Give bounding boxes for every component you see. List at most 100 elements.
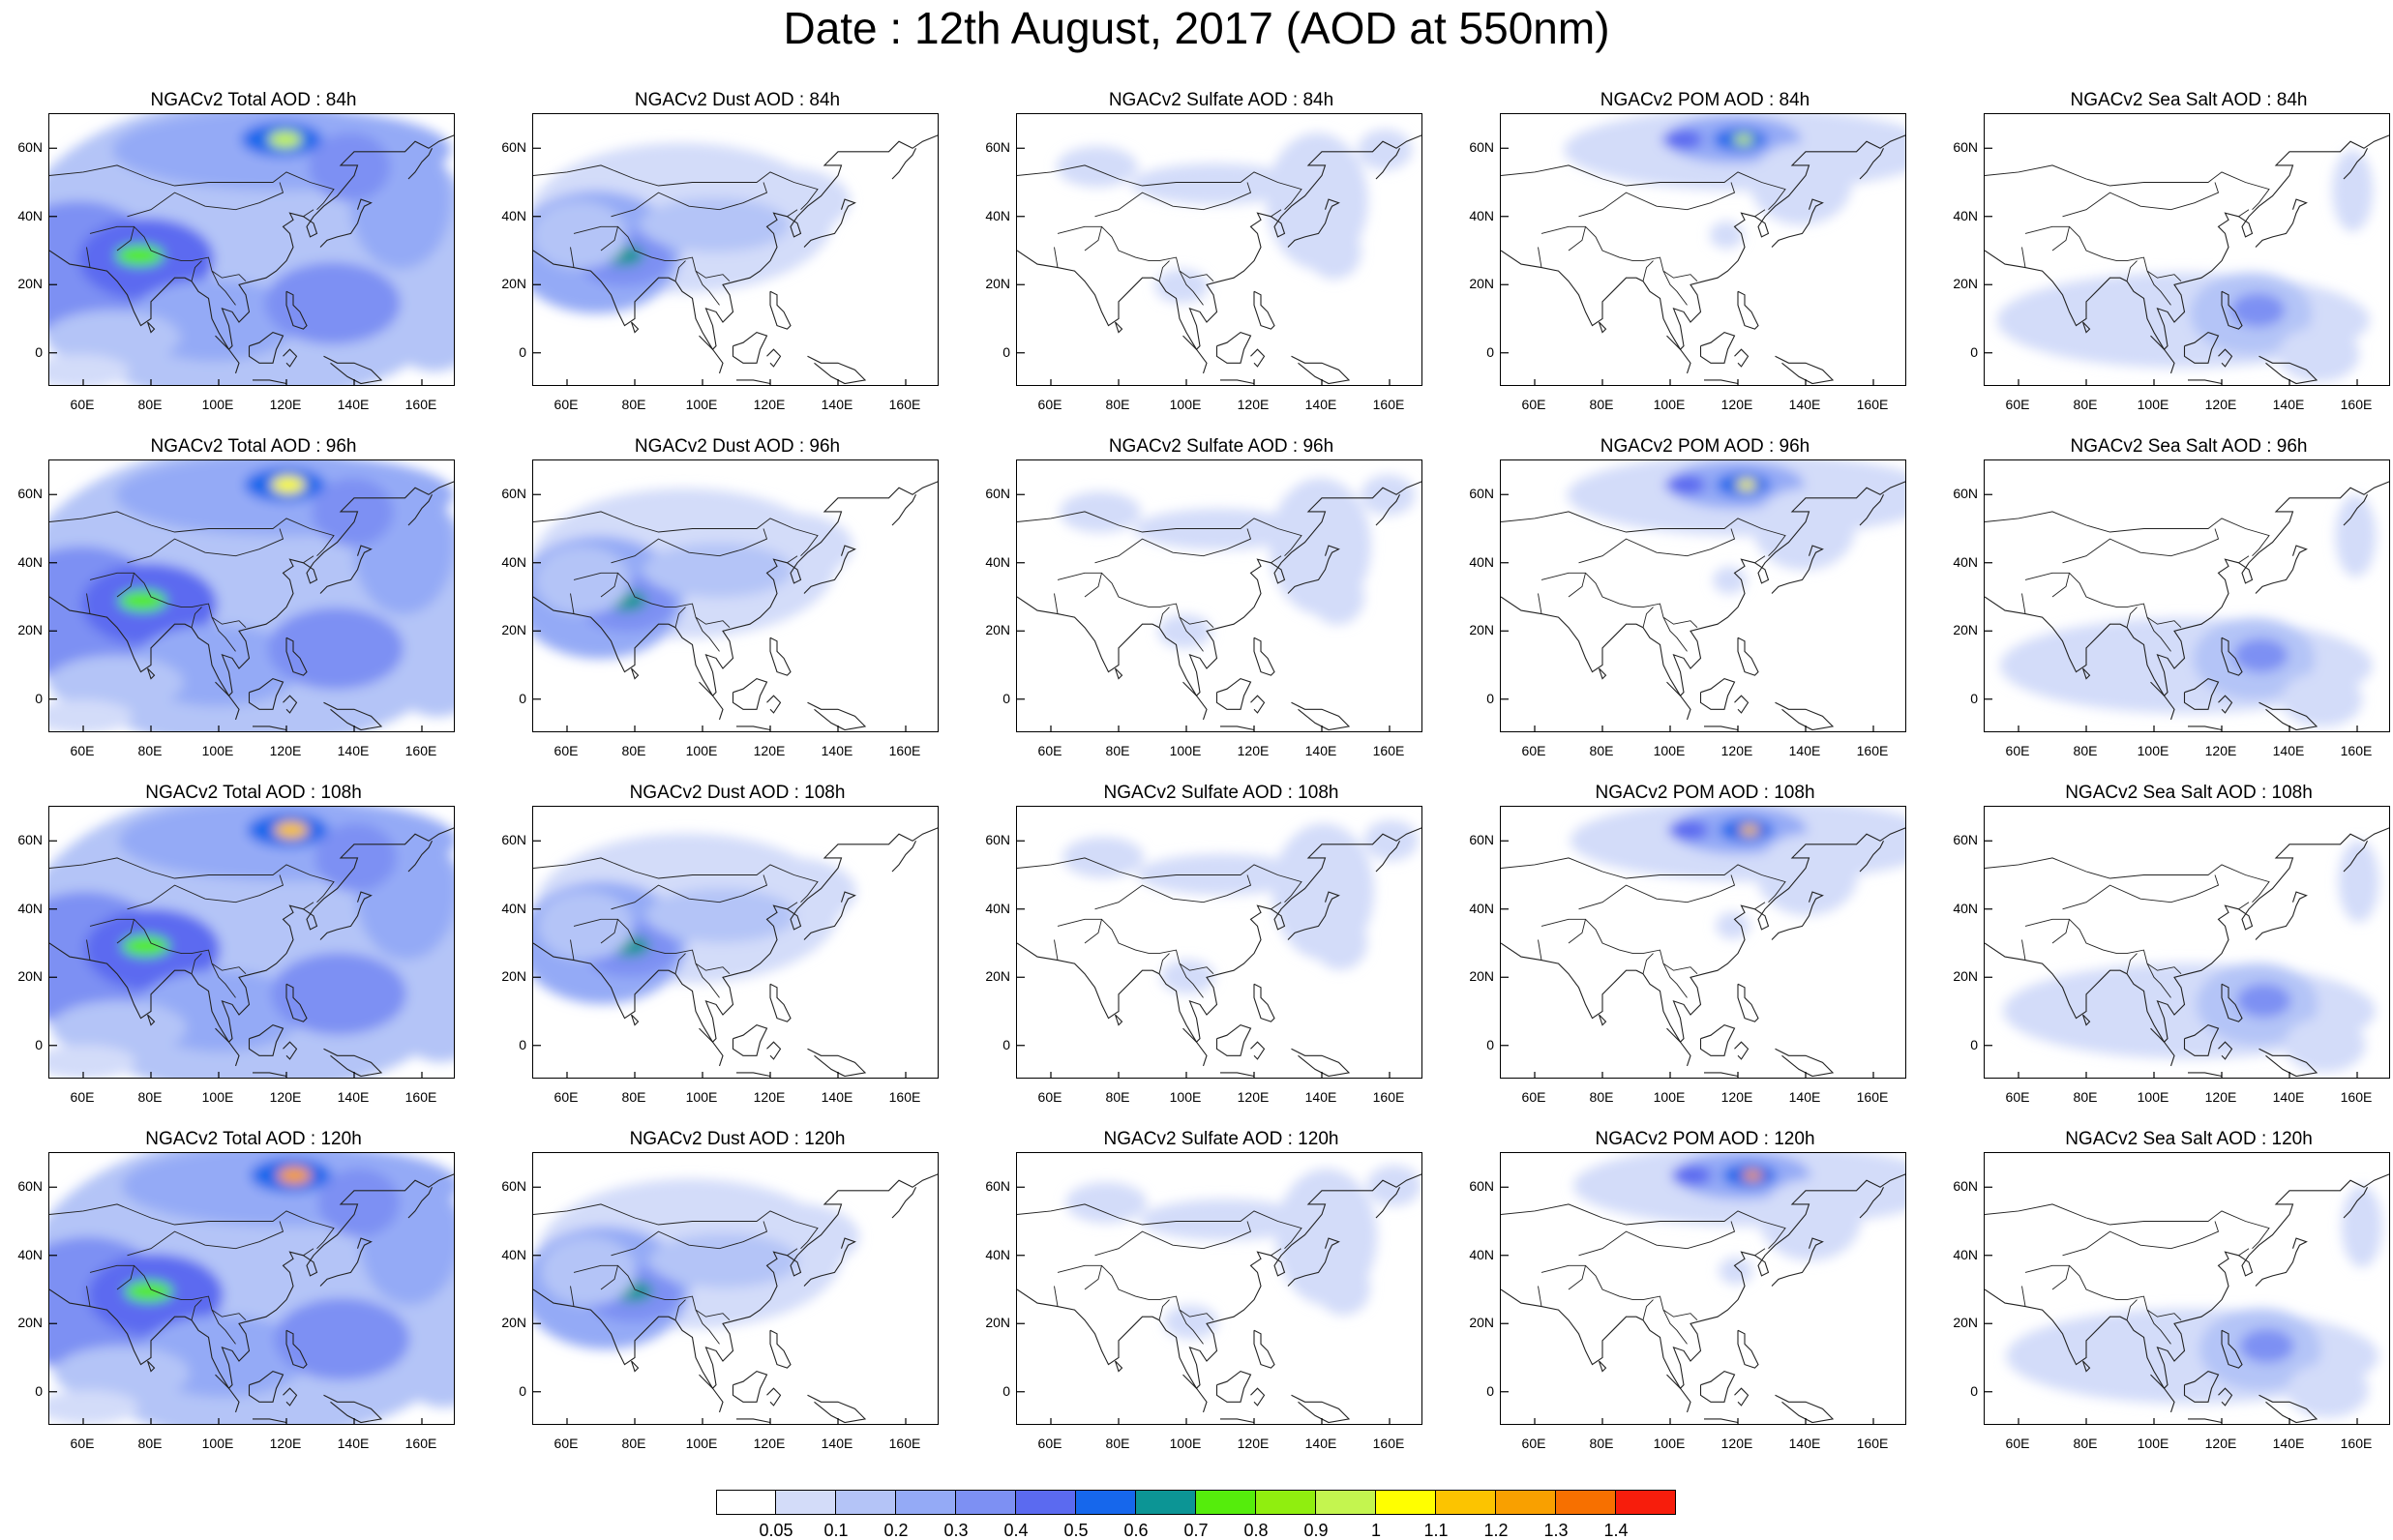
lon-tick-label: 80E [621, 1436, 646, 1451]
coastline [215, 1027, 240, 1067]
coastline [2146, 616, 2171, 652]
aod-blob [264, 262, 401, 344]
dust-aod-field [533, 1173, 938, 1424]
aod-blob [122, 935, 170, 957]
coastline [1734, 1041, 1750, 1060]
coastline [2255, 1237, 2308, 1287]
aod-blob [400, 993, 454, 1062]
coastline [1287, 1237, 1340, 1287]
lon-tick-label: 120E [269, 1089, 302, 1105]
coastline [1271, 555, 1282, 564]
coastline [191, 260, 202, 281]
coastline [2081, 1360, 2091, 1373]
coastline [1734, 1387, 1750, 1407]
coastline [1158, 953, 1170, 974]
lat-tick-label: 40N [17, 1246, 43, 1262]
aod-blob [49, 354, 130, 385]
lat-tick-label: 60N [501, 139, 526, 156]
coastline [2081, 667, 2091, 680]
panel-title: NGACv2 Sea Salt AOD : 96h [2070, 436, 2308, 457]
coastline [1598, 1360, 1607, 1373]
coastline [1250, 1387, 1266, 1407]
map-panel-total-120h: NGACv2 Total AOD : 120h 60N 40N 20N 0 60E 80E 1… [4, 1128, 459, 1450]
map-panel-sulfate-84h: NGACv2 Sulfate AOD : 84h 60N 40N 20N 0 60E 80E… [972, 89, 1426, 411]
coastline [323, 355, 383, 385]
colorbar-label: 0.9 [1303, 1521, 1329, 1540]
lon-tick-label: 60E [1037, 1089, 1062, 1105]
aod-blob [643, 543, 793, 598]
coastline [2051, 1265, 2070, 1290]
lon-tick-label: 140E [1788, 1436, 1821, 1451]
coastline [695, 1309, 720, 1345]
coastline [570, 593, 575, 614]
coastline [1287, 198, 1340, 248]
coastline [215, 1374, 240, 1413]
coastline [2218, 348, 2233, 368]
panel-title: NGACv2 Sea Salt AOD : 120h [2065, 1129, 2313, 1149]
aod-blob [2023, 631, 2146, 687]
coastline [766, 1041, 782, 1060]
coastline [1704, 379, 1739, 385]
lon-tick-label: 140E [1304, 1089, 1337, 1105]
lat-tick-label: 0 [1486, 1036, 1494, 1052]
coastline [1179, 270, 1204, 306]
coastline [787, 902, 798, 910]
coastline [248, 677, 284, 710]
aod-blob [1671, 1165, 1713, 1186]
aod-blob [1137, 853, 1307, 896]
coastline [1054, 1286, 1059, 1307]
lon-tick-label: 120E [1237, 1436, 1270, 1451]
coastline [2150, 335, 2175, 374]
coastline [1094, 182, 1252, 218]
lat-tick-label: 60N [501, 832, 526, 848]
lat-tick-label: 60N [1953, 1178, 1978, 1195]
lat-tick-label: 40N [17, 207, 43, 223]
map-frame [532, 806, 939, 1079]
lon-tick-label: 80E [1105, 743, 1130, 758]
coastline [116, 573, 135, 598]
coastline [1501, 857, 1786, 903]
aod-blob [533, 200, 627, 270]
coastline [2343, 148, 2368, 180]
coastline [1775, 1048, 1835, 1078]
aod-blob [274, 1297, 410, 1380]
coastline [86, 1286, 91, 1307]
aod-blob [2236, 983, 2291, 1019]
coastline [2150, 681, 2175, 721]
lat-tick-label: 40N [1469, 207, 1494, 223]
seasalt-aod-field [1985, 481, 2389, 731]
coastline [2188, 726, 2223, 731]
lon-tick-label: 160E [404, 1436, 437, 1451]
colorbar-label: 0.05 [759, 1521, 793, 1540]
lon-tick-label: 120E [1237, 743, 1270, 758]
lon-tick-label: 100E [1169, 397, 1202, 412]
colorbar-label: 0.8 [1243, 1521, 1269, 1540]
coastline [1215, 1023, 1252, 1056]
coastline [600, 573, 618, 598]
lon-tick-label: 120E [2204, 1089, 2237, 1105]
lat-tick-label: 20N [501, 1315, 526, 1331]
coastline [248, 1370, 284, 1403]
panel-title: NGACv2 Sea Salt AOD : 84h [2070, 90, 2308, 110]
lon-tick-label: 100E [1653, 743, 1686, 758]
coastline [736, 1072, 771, 1078]
coastline [766, 348, 782, 368]
colorbar-swatch [1016, 1490, 1076, 1515]
lon-tick-label: 100E [201, 743, 234, 758]
coastline [630, 321, 640, 334]
coastline [49, 481, 454, 697]
lon-tick-label: 100E [1653, 1089, 1686, 1105]
coastline [600, 919, 618, 944]
coastline [2081, 321, 2091, 334]
coastline [1287, 545, 1340, 594]
coastline [2146, 962, 2171, 998]
coastline [1578, 1221, 1736, 1257]
pom-aod-field [1501, 807, 1905, 1078]
coastline [1084, 1265, 1102, 1290]
coastline [533, 1173, 938, 1390]
lat-tick-label: 20N [985, 1315, 1010, 1331]
aod-blob [1313, 915, 1368, 970]
lat-tick-label: 60N [1953, 832, 1978, 848]
seasalt-aod-field [1985, 1173, 2389, 1424]
aod-blob [1739, 824, 1760, 836]
